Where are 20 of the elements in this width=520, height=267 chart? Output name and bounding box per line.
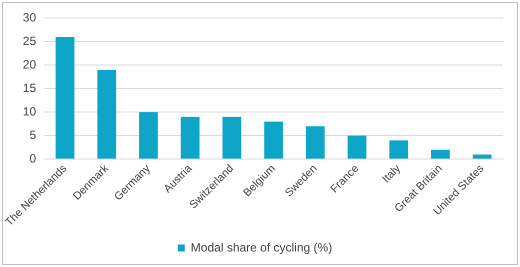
bar [348,136,366,159]
y-tick-label: 30 [22,10,36,25]
bar [389,140,408,159]
y-tick-label: 5 [29,128,36,142]
bar [264,122,283,159]
bar [472,154,492,159]
bar [306,126,325,159]
bar [97,70,116,159]
bar [431,150,450,159]
legend-label: Modal share of cycling (%) [190,240,332,254]
bar [56,36,74,159]
y-tick-label: 0 [29,151,36,166]
bar [222,116,242,159]
bar [139,112,158,159]
y-tick-label: 25 [22,34,36,48]
y-tick-label: 10 [22,104,36,118]
y-tick-label: 15 [22,80,36,95]
bar [180,116,200,159]
y-tick-label: 20 [22,58,36,72]
x-tick-label: Italy [380,162,404,186]
